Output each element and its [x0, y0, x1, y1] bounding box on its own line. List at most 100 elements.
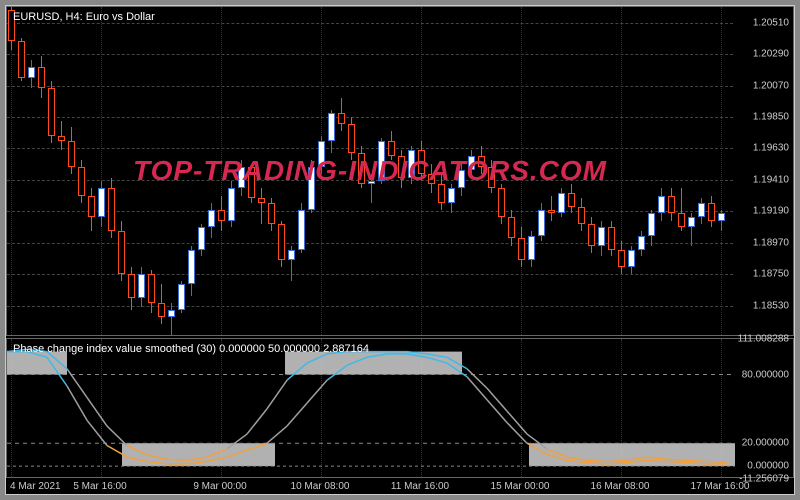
indicator-line-signal — [507, 423, 527, 444]
candle-body — [548, 210, 555, 213]
candle-body — [108, 188, 115, 231]
candle-body — [248, 167, 255, 198]
candle-body — [428, 174, 435, 184]
candle-body — [628, 250, 635, 267]
time-tick: 17 Mar 16:00 — [691, 481, 750, 492]
candle-body — [58, 136, 65, 142]
time-tick: 9 Mar 00:00 — [193, 481, 246, 492]
candle-body — [148, 274, 155, 303]
candle-wick — [261, 188, 262, 224]
candle-body — [498, 188, 505, 217]
candle-body — [518, 238, 525, 259]
indicator-y-tick: 80.000000 — [742, 369, 789, 380]
candle-body — [588, 224, 595, 245]
candle-body — [478, 156, 485, 167]
candle-body — [338, 113, 345, 124]
candle-body — [278, 224, 285, 260]
grid-line — [7, 54, 733, 55]
indicator-y-axis: 111.00828880.00000020.0000000.000000-11.… — [733, 339, 793, 477]
candle-body — [308, 167, 315, 210]
grid-line — [721, 7, 722, 335]
candle-body — [268, 203, 275, 224]
candle-body — [288, 250, 295, 260]
candle-body — [558, 193, 565, 213]
price-chart-area[interactable]: EURUSD, H4: Euro vs Dollar TOP-TRADING-I… — [7, 7, 733, 335]
candle-body — [668, 196, 675, 213]
candle-body — [128, 274, 135, 298]
candle-body — [88, 196, 95, 217]
candle-body — [318, 141, 325, 167]
price-y-tick: 1.19630 — [753, 143, 789, 154]
candle-body — [158, 303, 165, 317]
price-y-tick: 1.18750 — [753, 269, 789, 280]
price-panel[interactable]: EURUSD, H4: Euro vs Dollar TOP-TRADING-I… — [6, 6, 794, 336]
candle-body — [28, 67, 35, 78]
candle-wick — [551, 196, 552, 222]
candle-body — [698, 203, 705, 217]
candle-body — [638, 236, 645, 250]
indicator-title: Phase change index value smoothed (30) 0… — [13, 343, 369, 355]
price-y-tick: 1.19410 — [753, 174, 789, 185]
indicator-line-main — [107, 426, 127, 445]
candle-body — [568, 193, 575, 207]
time-axis: 4 Mar 20215 Mar 16:009 Mar 00:0010 Mar 0… — [6, 478, 794, 494]
grid-line — [7, 117, 733, 118]
candle-body — [188, 250, 195, 284]
candle-body — [208, 210, 215, 227]
indicator-line-signal — [287, 403, 307, 426]
candle-body — [608, 227, 615, 250]
candle-body — [598, 227, 605, 246]
candle-body — [198, 227, 205, 250]
grid-line — [7, 86, 733, 87]
indicator-line-main — [267, 380, 287, 409]
candle-body — [38, 67, 45, 88]
candle-body — [538, 210, 545, 236]
candle-body — [228, 188, 235, 221]
candle-body — [448, 188, 455, 202]
indicator-panel[interactable]: Phase change index value smoothed (30) 0… — [6, 338, 794, 478]
candle-body — [48, 88, 55, 135]
indicator-line-main — [487, 388, 507, 411]
candle-body — [688, 217, 695, 227]
candle-body — [368, 181, 375, 184]
time-tick: 16 Mar 08:00 — [591, 481, 650, 492]
candle-body — [218, 210, 225, 221]
price-y-tick: 1.20070 — [753, 80, 789, 91]
time-tick: 11 Mar 16:00 — [391, 481, 449, 492]
indicator-line-signal — [267, 426, 287, 443]
candle-body — [468, 156, 475, 170]
candle-body — [438, 184, 445, 203]
indicator-line-main — [507, 411, 527, 434]
grid-line — [7, 274, 733, 275]
indicator-y-tick: 111.008288 — [738, 334, 789, 345]
candle-body — [168, 310, 175, 317]
grid-line — [7, 211, 733, 212]
candle-body — [398, 156, 405, 179]
indicator-chart-area[interactable]: Phase change index value smoothed (30) 0… — [7, 339, 733, 477]
chart-container: EURUSD, H4: Euro vs Dollar TOP-TRADING-I… — [5, 5, 795, 495]
candle-body — [708, 203, 715, 222]
indicator-line-signal — [87, 420, 107, 445]
candle-body — [458, 170, 465, 189]
grid-line — [7, 243, 733, 244]
candle-body — [18, 41, 25, 78]
grid-line — [7, 306, 733, 307]
indicator-y-tick: 20.000000 — [742, 438, 789, 449]
candle-body — [488, 167, 495, 188]
time-tick: 10 Mar 08:00 — [291, 481, 350, 492]
candle-body — [378, 141, 385, 181]
grid-line — [521, 7, 522, 335]
time-tick: 15 Mar 00:00 — [491, 481, 550, 492]
candle-body — [718, 213, 725, 222]
candle-body — [138, 274, 145, 298]
candle-body — [298, 210, 305, 250]
grid-line — [101, 7, 102, 335]
price-y-tick: 1.18970 — [753, 237, 789, 248]
candle-body — [678, 213, 685, 227]
candle-body — [348, 124, 355, 153]
price-y-tick: 1.19190 — [753, 206, 789, 217]
indicator-line-signal — [67, 386, 87, 420]
price-y-tick: 1.20290 — [753, 49, 789, 60]
candle-wick — [171, 303, 172, 336]
candle-body — [328, 113, 335, 142]
